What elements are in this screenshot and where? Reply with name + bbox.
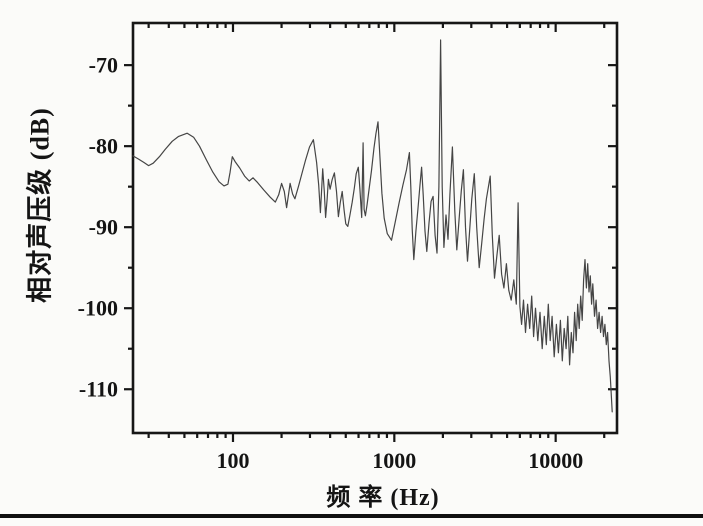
y-tick-label: -110 [79,377,118,402]
spectrum-line [132,39,613,413]
x-axis-title: 频 率 (Hz) [326,485,440,511]
x-tick-labels: 100 1000 10000 [217,448,584,473]
y-tick-label: -80 [89,134,118,159]
x-ticks [147,23,606,442]
x-tick-label: 100 [217,448,250,473]
plot-frame [131,21,619,435]
y-tick-labels: -70 -80 -90 -100 -110 [78,53,118,402]
y-tick-label: -90 [89,215,118,240]
x-tick-label: 1000 [372,448,416,473]
y-tick-label: -100 [78,296,118,321]
page-divider [0,514,703,518]
y-tick-label: -70 [89,53,118,78]
y-axis-title: 相对声压级 (dB) [25,107,55,303]
y-ticks [124,64,617,391]
x-tick-label: 10000 [528,448,583,473]
